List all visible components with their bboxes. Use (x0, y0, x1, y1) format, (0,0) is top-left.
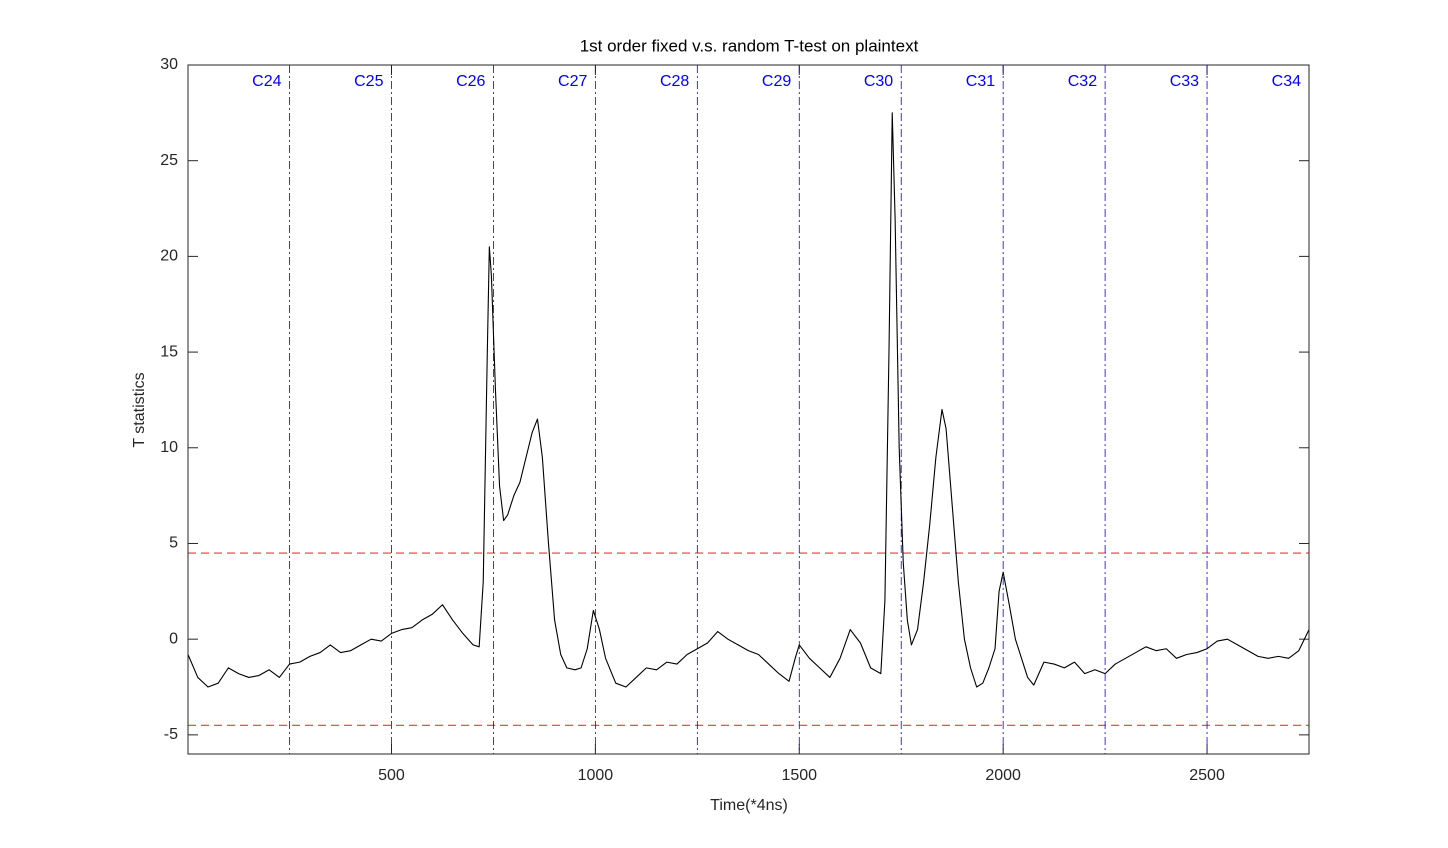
marker-label: C28 (660, 73, 689, 90)
x-tick-label: 1000 (578, 767, 614, 784)
x-tick-label: 1500 (781, 767, 817, 784)
chart-title: 1st order fixed v.s. random T-test on pl… (580, 36, 919, 55)
marker-label: C29 (762, 73, 791, 90)
marker-label: C34 (1272, 73, 1301, 90)
y-tick-label: 30 (160, 56, 178, 73)
y-tick-label: -5 (164, 726, 178, 743)
marker-label: C30 (864, 73, 893, 90)
y-tick-label: 20 (160, 248, 178, 265)
marker-label: C32 (1068, 73, 1097, 90)
marker-label: C27 (558, 73, 587, 90)
y-tick-label: 15 (160, 343, 178, 360)
y-tick-label: 5 (169, 535, 178, 552)
data-line (187, 112, 1310, 688)
y-tick-label: 0 (169, 630, 178, 647)
y-tick-label: 10 (160, 439, 178, 456)
marker-label: C24 (252, 73, 281, 90)
axes-box (187, 64, 1310, 755)
y-axis-label: T statistics (131, 372, 148, 447)
marker-label: C25 (354, 73, 383, 90)
plot-area (188, 65, 1309, 754)
x-tick-label: 2000 (985, 767, 1021, 784)
x-axis-label: Time(*4ns) (710, 797, 788, 814)
x-tick-label: 500 (378, 767, 405, 784)
y-tick-label: 25 (160, 152, 178, 169)
x-tick-label: 2500 (1189, 767, 1225, 784)
marker-label: C33 (1170, 73, 1199, 90)
marker-label: C26 (456, 73, 485, 90)
marker-label: C31 (966, 73, 995, 90)
